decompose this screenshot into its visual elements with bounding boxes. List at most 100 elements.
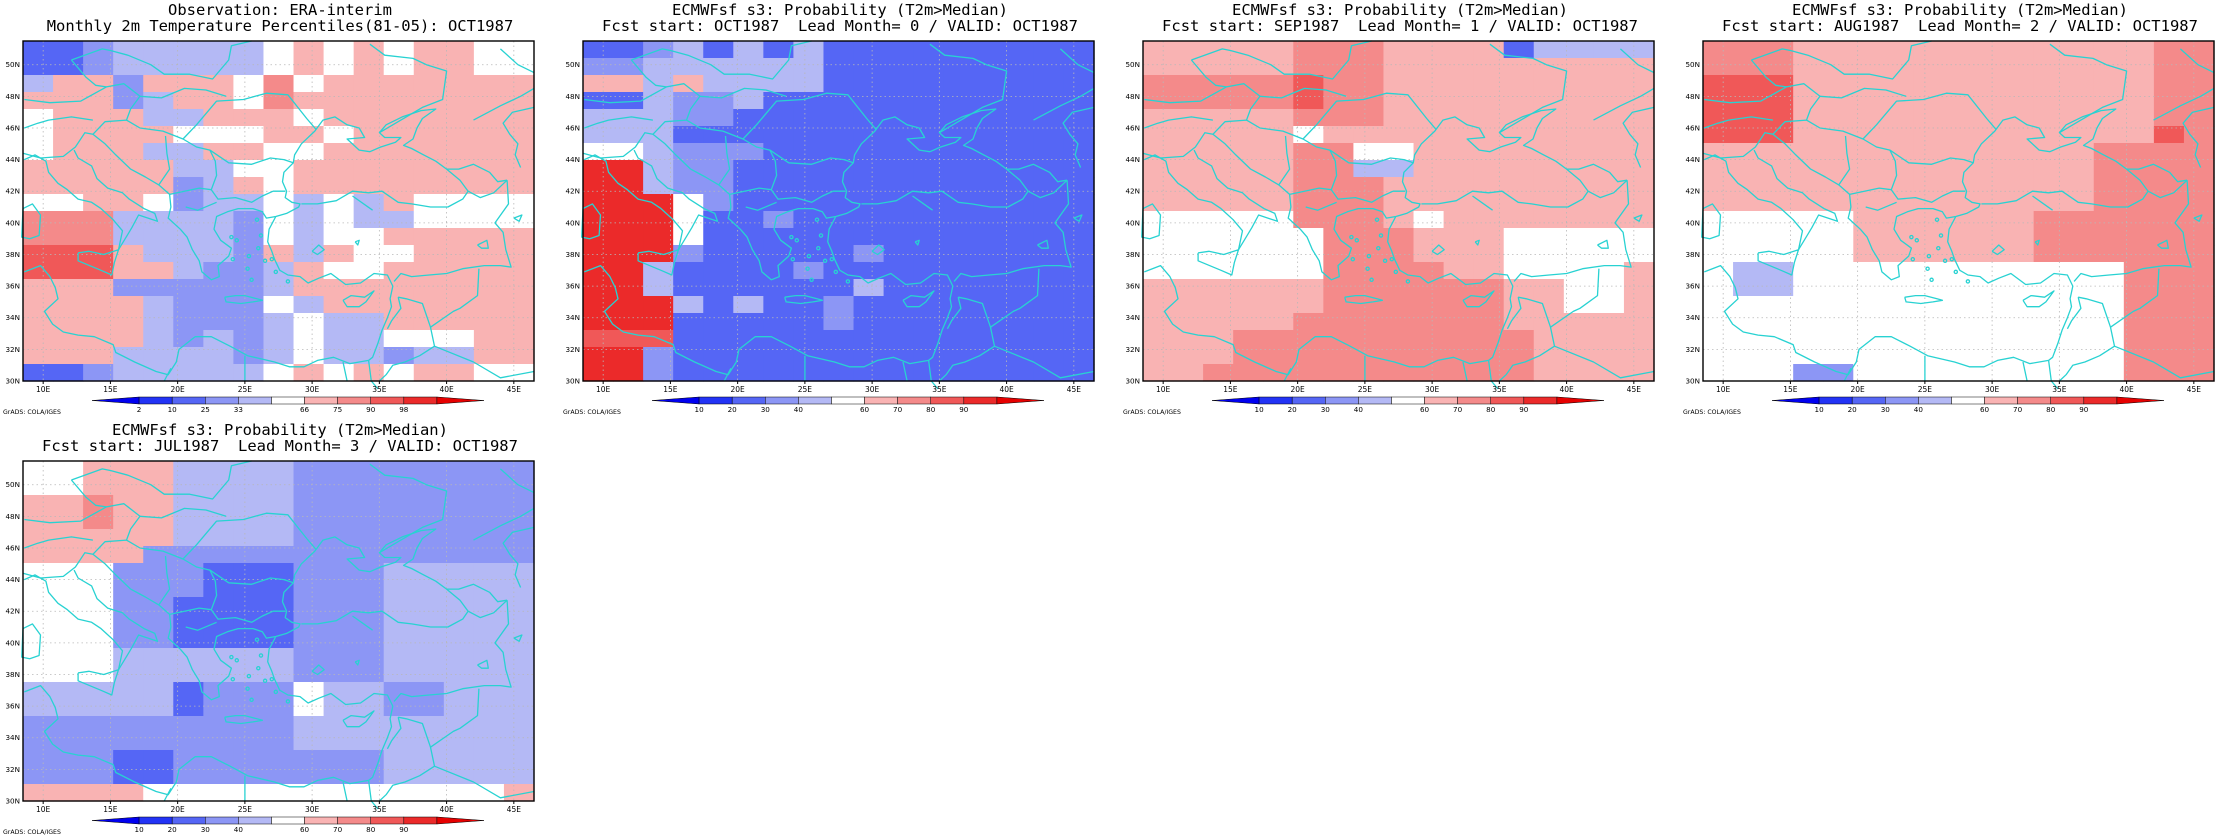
grid-cell [443, 92, 475, 110]
island-outline [1949, 256, 1955, 262]
coastline-path [699, 87, 787, 99]
grid-cell [1913, 177, 1945, 195]
colorbar-label: 80 [926, 405, 936, 414]
grid-cell [503, 364, 535, 382]
lat-tick-label: 40N [565, 218, 580, 227]
panel-title-line1: ECMWFsf s3: Probability (T2m>Median) [1792, 1, 2128, 19]
grid-cell [1203, 75, 1234, 93]
grid-cell [143, 461, 174, 479]
colorbar: 2 10 25 33 66 75 90 98 [91, 396, 485, 414]
grid-cell [763, 347, 795, 365]
coastline-path [1259, 87, 1347, 99]
grid-cell [1563, 143, 1595, 161]
data-cells [1143, 41, 1655, 382]
grid-cell [883, 194, 915, 212]
grid-cell [23, 228, 54, 246]
grid-cell [1913, 228, 1945, 246]
coastline-path [224, 714, 264, 725]
coastline-path [1462, 290, 1495, 308]
grid-cell [1703, 279, 1734, 297]
coastline-path [352, 195, 373, 211]
grid-cell [823, 262, 855, 280]
grid-cell [1443, 211, 1475, 229]
grid-cell [673, 143, 704, 161]
grid-cell [1883, 41, 1915, 59]
panel-title-line2: Fcst start: JUL1987 Lead Month= 3 / VALI… [42, 437, 518, 455]
grid-cell [2183, 194, 2215, 212]
grid-cell [23, 665, 54, 683]
island-outline [833, 269, 839, 275]
grid-cell [23, 279, 54, 297]
grid-cell [503, 580, 535, 598]
grid-cell [233, 194, 265, 212]
grid-cell [413, 177, 445, 195]
grid-cell [443, 648, 475, 666]
grid-cell [113, 563, 144, 581]
grid-cell [1823, 296, 1854, 314]
lat-tick-label: 34N [1125, 313, 1140, 322]
grid-cell [293, 563, 325, 581]
island-outline [829, 256, 835, 262]
grid-cell [1823, 75, 1854, 93]
grid-cell [643, 364, 674, 382]
grid-cell [203, 109, 235, 127]
grid-cell [23, 546, 54, 564]
lon-tick-label: 35E [2052, 385, 2067, 394]
grid-cell [173, 245, 204, 263]
grid-cell [323, 347, 355, 365]
grid-cell [613, 279, 644, 297]
grid-cell [53, 279, 84, 297]
lon-tick-label: 10E [596, 385, 611, 394]
lat-tick-label: 50N [565, 60, 580, 69]
lat-tick-label: 46N [5, 123, 20, 132]
grid-cell [1853, 211, 1884, 229]
coastline-path [1619, 48, 1655, 74]
grid-cell [383, 364, 415, 382]
grid-cell [613, 126, 644, 144]
grid-cell [443, 461, 475, 479]
grid-cell [23, 194, 54, 212]
lat-tick-label: 32N [5, 345, 20, 354]
grid-cell [1973, 262, 2005, 280]
grid-cell [263, 330, 295, 348]
panel-title-line1: ECMWFsf s3: Probability (T2m>Median) [672, 1, 1008, 19]
lon-tick-label: 20E [730, 385, 745, 394]
grid-cell [1793, 160, 1824, 178]
island-outline [262, 678, 268, 684]
island-outline [230, 256, 236, 262]
grid-cell [1563, 279, 1595, 297]
grid-cell [1003, 109, 1035, 127]
grid-cell [1173, 347, 1204, 365]
grid-cell [1623, 279, 1655, 297]
grid-cell [1233, 296, 1264, 314]
grid-cell [503, 784, 535, 802]
grid-cell [1973, 109, 2005, 127]
lat-tick-label: 32N [565, 345, 580, 354]
grid-cell [883, 177, 915, 195]
grid-cell [383, 716, 415, 734]
grid-cell [1003, 245, 1035, 263]
grid-cell [53, 58, 84, 76]
grid-cell [203, 160, 235, 178]
grid-cell [1503, 75, 1535, 93]
lat-tick-label: 44N [5, 575, 20, 584]
grid-cell [973, 160, 1005, 178]
grid-cell [113, 784, 144, 802]
grid-cell [1593, 279, 1625, 297]
grid-cell [1853, 75, 1884, 93]
grid-cell [643, 313, 674, 331]
grid-cell [413, 495, 445, 513]
coastline-path [630, 59, 667, 88]
grid-cell [443, 614, 475, 632]
grid-cell [1943, 160, 1975, 178]
grid-cell [1593, 75, 1625, 93]
coastline-path [584, 116, 653, 129]
grid-cell [823, 160, 855, 178]
map-panel-observation: Observation: ERA-interim Monthly 2m Temp… [0, 0, 560, 420]
grid-cell [263, 478, 295, 496]
colorbar-swatch [1457, 396, 1491, 405]
grid-cell [1063, 279, 1095, 297]
coastline-path [994, 345, 1095, 379]
grid-cell [973, 143, 1005, 161]
grid-cell [203, 580, 235, 598]
